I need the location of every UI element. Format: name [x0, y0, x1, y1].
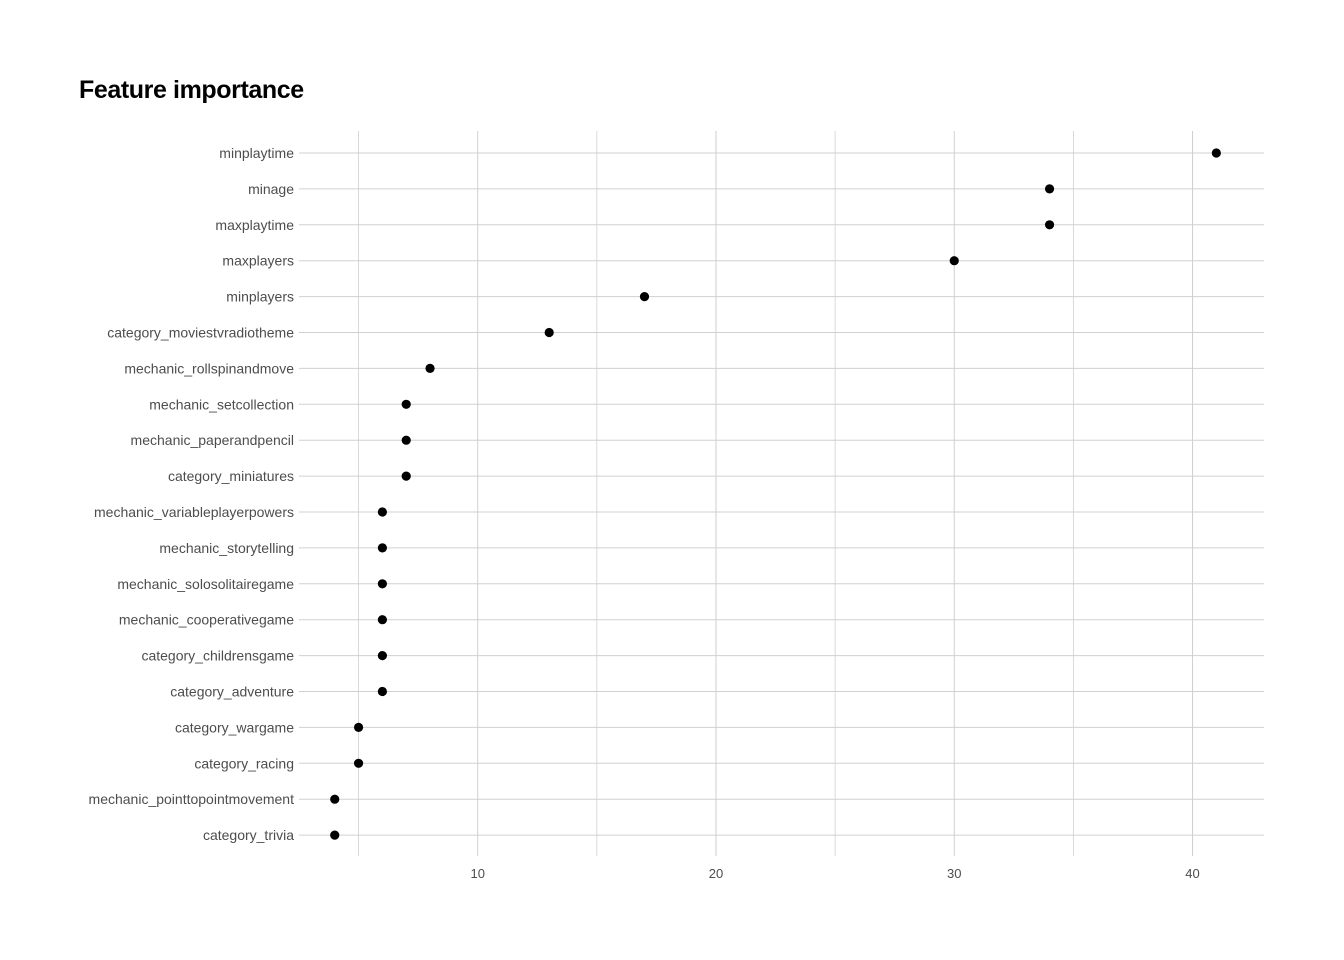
- y-tick-label: mechanic_paperandpencil: [131, 432, 294, 448]
- data-point: [377, 507, 387, 517]
- chart-title: Feature importance: [79, 76, 304, 104]
- data-point: [330, 830, 340, 840]
- data-point: [425, 363, 435, 373]
- x-tick-label: 20: [709, 866, 723, 881]
- y-tick-label: minage: [248, 181, 294, 197]
- data-point: [544, 327, 554, 338]
- data-point: [1044, 220, 1055, 230]
- data-point: [330, 794, 340, 804]
- data-point: [377, 651, 387, 661]
- data-point: [949, 256, 959, 266]
- y-tick-label: mechanic_cooperativegame: [119, 612, 294, 628]
- y-tick-label: minplaytime: [219, 145, 294, 161]
- y-tick-label: category_adventure: [170, 684, 294, 700]
- y-tick-label: mechanic_variableplayerpowers: [94, 504, 294, 520]
- y-tick-label: maxplaytime: [215, 217, 294, 233]
- y-tick-label: mechanic_solosolitairegame: [117, 576, 294, 592]
- y-tick-label: category_wargame: [175, 719, 294, 735]
- major-gridlines: [477, 131, 1194, 856]
- data-point: [353, 758, 364, 768]
- data-point: [377, 579, 387, 589]
- data-point: [1211, 148, 1221, 158]
- data-point: [401, 399, 411, 409]
- x-tick-label: 30: [947, 866, 961, 881]
- data-point: [401, 435, 411, 445]
- data-point: [377, 686, 387, 697]
- y-tick-label: category_moviestvradiotheme: [107, 325, 294, 341]
- row-gridlines: [299, 152, 1264, 836]
- y-tick-label: category_racing: [194, 755, 294, 771]
- y-tick-label: mechanic_rollspinandmove: [124, 360, 294, 376]
- y-axis-tick-labels: minplaytime minage maxplaytime maxplayers mi…: [89, 145, 295, 843]
- data-point: [353, 722, 364, 733]
- y-tick-label: category_miniatures: [168, 468, 294, 484]
- data-point: [377, 543, 387, 553]
- y-tick-label: maxplayers: [222, 253, 294, 269]
- x-tick-label: 40: [1185, 866, 1199, 881]
- y-tick-label: category_childrensgame: [141, 648, 294, 664]
- y-tick-label: mechanic_storytelling: [159, 540, 294, 556]
- data-point: [401, 471, 411, 481]
- y-tick-label: category_trivia: [203, 827, 294, 843]
- data-points: [330, 148, 1221, 840]
- data-point: [377, 615, 387, 625]
- x-axis-tick-labels: 10 20 30 40: [470, 866, 1199, 881]
- minor-gridlines: [358, 131, 1074, 856]
- y-tick-label: minplayers: [226, 289, 294, 305]
- data-point: [1044, 184, 1055, 194]
- data-point: [639, 292, 650, 302]
- y-tick-label: mechanic_pointtopointmovement: [89, 791, 295, 807]
- y-tick-label: mechanic_setcollection: [149, 396, 294, 412]
- x-tick-label: 10: [470, 866, 484, 881]
